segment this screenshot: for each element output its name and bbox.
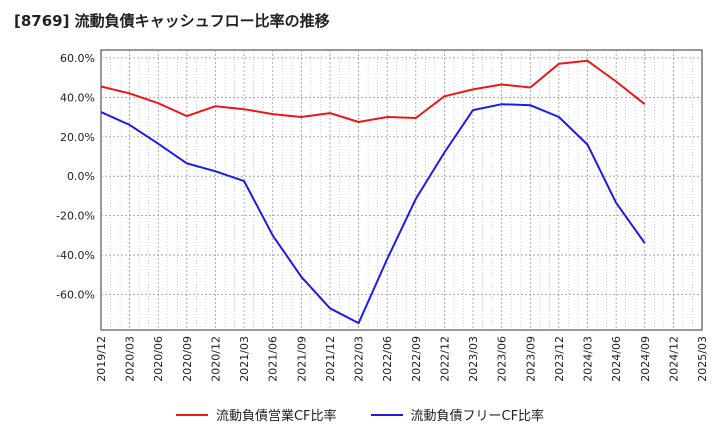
x-tick-label: 2020/09 bbox=[181, 336, 194, 382]
y-tick-label: 0.0% bbox=[67, 170, 95, 183]
x-tick-label: 2023/09 bbox=[524, 336, 537, 382]
y-tick-label: 60.0% bbox=[60, 52, 95, 65]
x-tick-label: 2020/03 bbox=[124, 336, 137, 382]
x-tick-label: 2025/03 bbox=[696, 336, 709, 382]
x-tick-label: 2023/12 bbox=[553, 336, 566, 382]
legend-swatch-red bbox=[175, 413, 208, 416]
legend-label: 流動負債フリーCF比率 bbox=[410, 409, 545, 424]
x-tick-label: 2020/12 bbox=[209, 336, 222, 382]
x-tick-label: 2023/03 bbox=[467, 336, 480, 382]
plot-area bbox=[100, 49, 703, 331]
x-tick-label: 2021/09 bbox=[295, 336, 308, 382]
y-tick-label: -20.0% bbox=[56, 210, 95, 223]
chart-title: [8769] 流動負債キャッシュフロー比率の推移 bbox=[14, 12, 330, 30]
x-tick-label: 2022/09 bbox=[410, 336, 423, 382]
x-tick-label: 2024/03 bbox=[582, 336, 595, 382]
x-tick-label: 2020/06 bbox=[152, 336, 165, 382]
y-tick-label: 40.0% bbox=[60, 91, 95, 104]
x-tick-label: 2024/09 bbox=[639, 336, 652, 382]
grid-lines bbox=[101, 50, 702, 330]
x-axis: 2019/12 2020/03 2020/06 2020/09 2020/12 2021/… bbox=[95, 336, 709, 382]
x-tick-label: 2021/03 bbox=[238, 336, 251, 382]
x-tick-label: 2024/12 bbox=[667, 336, 680, 382]
x-tick-label: 2021/06 bbox=[267, 336, 280, 382]
series-line-operating-cf bbox=[100, 59, 646, 123]
x-tick-label: 2021/12 bbox=[324, 336, 337, 382]
x-tick-label: 2022/03 bbox=[353, 336, 366, 382]
legend-label: 流動負債営業CF比率 bbox=[215, 409, 337, 424]
y-axis: 60.0% 40.0% 20.0% 0.0% -20.0% -40.0% -60.0% bbox=[56, 52, 95, 302]
y-tick-label: -40.0% bbox=[56, 249, 95, 262]
y-tick-label: -60.0% bbox=[56, 289, 95, 302]
x-tick-label: 2022/06 bbox=[381, 336, 394, 382]
x-tick-label: 2019/12 bbox=[95, 336, 108, 382]
series-group bbox=[100, 59, 646, 325]
legend-swatch-blue bbox=[370, 413, 403, 416]
y-tick-label: 20.0% bbox=[60, 131, 95, 144]
legend-item-free-cf: 流動負債フリーCF比率 bbox=[370, 405, 545, 424]
series-line-free-cf bbox=[100, 103, 646, 325]
x-tick-label: 2022/12 bbox=[438, 336, 451, 382]
legend: 流動負債営業CF比率 流動負債フリーCF比率 bbox=[0, 405, 720, 424]
x-tick-label: 2023/06 bbox=[496, 336, 509, 382]
legend-item-operating-cf: 流動負債営業CF比率 bbox=[175, 405, 337, 424]
x-tick-label: 2024/06 bbox=[610, 336, 623, 382]
